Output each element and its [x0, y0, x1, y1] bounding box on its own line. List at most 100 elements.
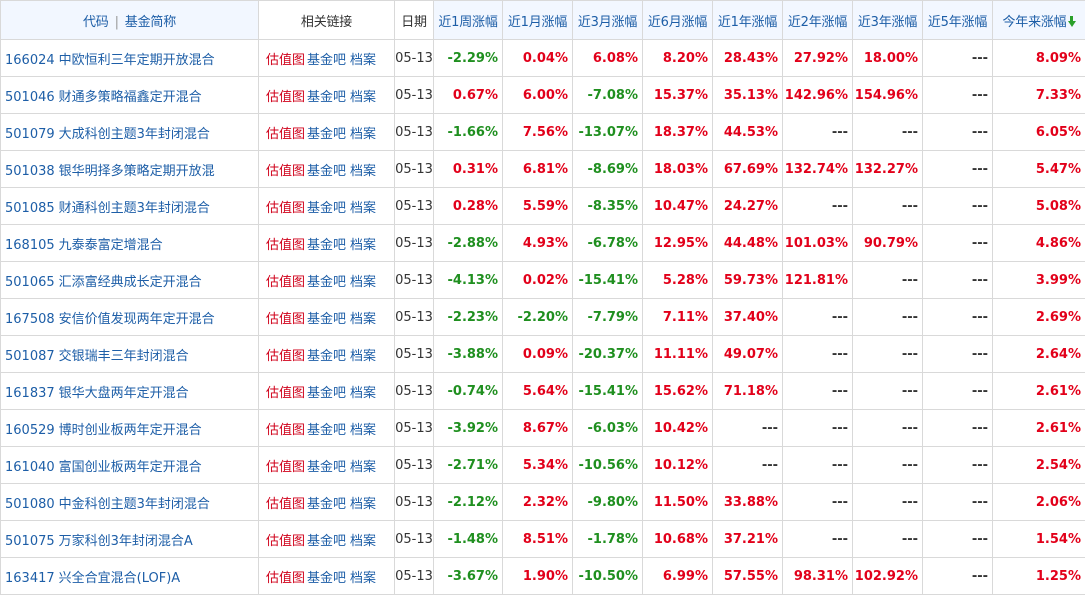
fund-archive-link[interactable]: 档案 [350, 275, 376, 290]
return-m6-cell: 7.11% [643, 299, 713, 336]
valuation-chart-link[interactable]: 估值图 [266, 497, 305, 512]
fund-name-link[interactable]: 银华明择多策略定期开放混 [59, 164, 215, 179]
fund-forum-link[interactable]: 基金吧 [307, 90, 346, 105]
valuation-chart-link[interactable]: 估值图 [266, 53, 305, 68]
valuation-chart-link[interactable]: 估值图 [266, 460, 305, 475]
header-month3[interactable]: 近3月涨幅 [573, 1, 643, 40]
fund-code-link[interactable]: 166024 [5, 53, 55, 68]
fund-forum-link[interactable]: 基金吧 [307, 349, 346, 364]
fund-code-link[interactable]: 160529 [5, 423, 55, 438]
fund-name-link[interactable]: 安信价值发现两年定开混合 [59, 312, 215, 327]
header-ytd[interactable]: 今年来涨幅 [993, 1, 1085, 40]
fund-code-name-cell: 161837 银华大盘两年定开混合 [1, 373, 259, 410]
fund-name-link[interactable]: 汇添富经典成长定开混合 [59, 275, 202, 290]
related-links-cell: 估值图基金吧档案 [259, 336, 395, 373]
fund-forum-link[interactable]: 基金吧 [307, 571, 346, 586]
fund-code-link[interactable]: 163417 [5, 571, 55, 586]
fund-forum-link[interactable]: 基金吧 [307, 127, 346, 142]
fund-code-link[interactable]: 161040 [5, 460, 55, 475]
fund-archive-link[interactable]: 档案 [350, 423, 376, 438]
fund-name-link[interactable]: 富国创业板两年定开混合 [59, 460, 202, 475]
return-ytd-cell: 6.05% [993, 114, 1085, 151]
fund-forum-link[interactable]: 基金吧 [307, 201, 346, 216]
header-links: 相关链接 [259, 1, 395, 40]
valuation-chart-link[interactable]: 估值图 [266, 164, 305, 179]
header-year5[interactable]: 近5年涨幅 [923, 1, 993, 40]
fund-archive-link[interactable]: 档案 [350, 164, 376, 179]
fund-code-link[interactable]: 501065 [5, 275, 55, 290]
fund-code-link[interactable]: 168105 [5, 238, 55, 253]
fund-name-link[interactable]: 万家科创3年封闭混合A [59, 534, 193, 549]
fund-archive-link[interactable]: 档案 [350, 90, 376, 105]
fund-code-link[interactable]: 501080 [5, 497, 55, 512]
fund-code-link[interactable]: 501079 [5, 127, 55, 142]
valuation-chart-link[interactable]: 估值图 [266, 312, 305, 327]
fund-archive-link[interactable]: 档案 [350, 312, 376, 327]
valuation-chart-link[interactable]: 估值图 [266, 423, 305, 438]
fund-name-link[interactable]: 兴全合宜混合(LOF)A [59, 571, 181, 586]
fund-forum-link[interactable]: 基金吧 [307, 53, 346, 68]
fund-name-link[interactable]: 交银瑞丰三年封闭混合 [59, 349, 189, 364]
return-ytd-cell: 2.61% [993, 410, 1085, 447]
fund-forum-link[interactable]: 基金吧 [307, 534, 346, 549]
valuation-chart-link[interactable]: 估值图 [266, 90, 305, 105]
fund-archive-link[interactable]: 档案 [350, 238, 376, 253]
fund-archive-link[interactable]: 档案 [350, 201, 376, 216]
header-week1[interactable]: 近1周涨幅 [434, 1, 503, 40]
fund-name-link[interactable]: 财通多策略福鑫定开混合 [59, 90, 202, 105]
fund-code-link[interactable]: 501038 [5, 164, 55, 179]
valuation-chart-link[interactable]: 估值图 [266, 238, 305, 253]
fund-forum-link[interactable]: 基金吧 [307, 275, 346, 290]
fund-archive-link[interactable]: 档案 [350, 349, 376, 364]
valuation-chart-link[interactable]: 估值图 [266, 534, 305, 549]
fund-forum-link[interactable]: 基金吧 [307, 386, 346, 401]
header-year2[interactable]: 近2年涨幅 [783, 1, 853, 40]
header-year1[interactable]: 近1年涨幅 [713, 1, 783, 40]
fund-archive-link[interactable]: 档案 [350, 571, 376, 586]
fund-name-link[interactable]: 财通科创主题3年封闭混合 [59, 201, 210, 216]
fund-archive-link[interactable]: 档案 [350, 386, 376, 401]
header-month6[interactable]: 近6月涨幅 [643, 1, 713, 40]
fund-forum-link[interactable]: 基金吧 [307, 460, 346, 475]
fund-archive-link[interactable]: 档案 [350, 127, 376, 142]
date-cell: 05-13 [395, 262, 434, 299]
return-ytd-cell: 8.09% [993, 40, 1085, 77]
fund-archive-link[interactable]: 档案 [350, 534, 376, 549]
valuation-chart-link[interactable]: 估值图 [266, 275, 305, 290]
sort-down-arrow-icon[interactable] [1068, 21, 1076, 27]
fund-code-link[interactable]: 501046 [5, 90, 55, 105]
valuation-chart-link[interactable]: 估值图 [266, 571, 305, 586]
header-fund-name[interactable]: 基金简称 [125, 15, 176, 30]
return-m1-cell: -2.20% [503, 299, 573, 336]
return-w1-cell: -1.48% [434, 521, 503, 558]
fund-forum-link[interactable]: 基金吧 [307, 312, 346, 327]
valuation-chart-link[interactable]: 估值图 [266, 386, 305, 401]
return-y2-cell: --- [783, 114, 853, 151]
fund-archive-link[interactable]: 档案 [350, 497, 376, 512]
fund-archive-link[interactable]: 档案 [350, 460, 376, 475]
fund-forum-link[interactable]: 基金吧 [307, 238, 346, 253]
fund-name-link[interactable]: 大成科创主题3年封闭混合 [59, 127, 210, 142]
header-month1[interactable]: 近1月涨幅 [503, 1, 573, 40]
valuation-chart-link[interactable]: 估值图 [266, 127, 305, 142]
fund-forum-link[interactable]: 基金吧 [307, 164, 346, 179]
fund-code-link[interactable]: 501075 [5, 534, 55, 549]
fund-forum-link[interactable]: 基金吧 [307, 497, 346, 512]
valuation-chart-link[interactable]: 估值图 [266, 201, 305, 216]
fund-name-link[interactable]: 银华大盘两年定开混合 [59, 386, 189, 401]
return-m3-cell: -7.08% [573, 77, 643, 114]
header-year3[interactable]: 近3年涨幅 [853, 1, 923, 40]
fund-forum-link[interactable]: 基金吧 [307, 423, 346, 438]
fund-name-link[interactable]: 中金科创主题3年封闭混合 [59, 497, 210, 512]
header-code[interactable]: 代码 [83, 15, 109, 30]
fund-code-link[interactable]: 161837 [5, 386, 55, 401]
fund-name-link[interactable]: 博时创业板两年定开混合 [59, 423, 202, 438]
fund-name-link[interactable]: 中欧恒利三年定期开放混合 [59, 53, 215, 68]
fund-name-link[interactable]: 九泰泰富定增混合 [59, 238, 163, 253]
valuation-chart-link[interactable]: 估值图 [266, 349, 305, 364]
fund-archive-link[interactable]: 档案 [350, 53, 376, 68]
fund-code-link[interactable]: 501087 [5, 349, 55, 364]
fund-code-link[interactable]: 501085 [5, 201, 55, 216]
fund-code-link[interactable]: 167508 [5, 312, 55, 327]
related-links-cell: 估值图基金吧档案 [259, 558, 395, 595]
